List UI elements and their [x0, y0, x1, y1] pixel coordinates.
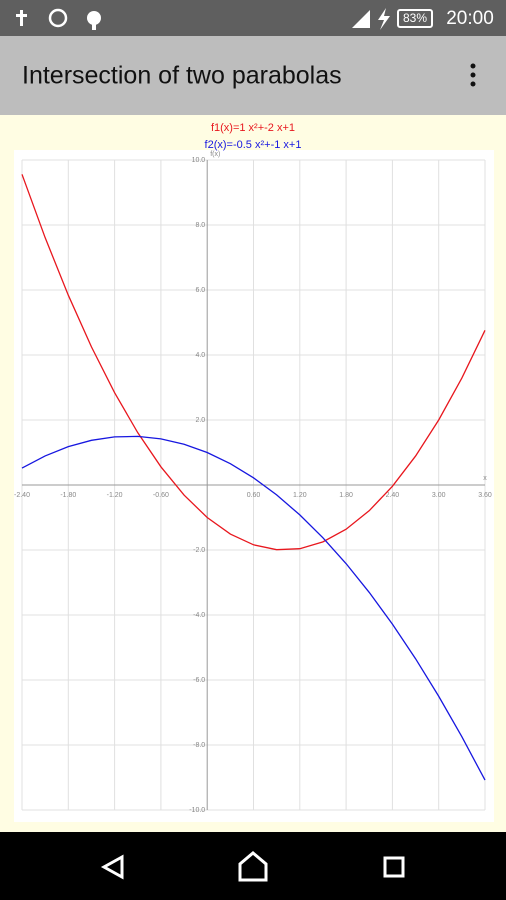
x-tick-label: 1.20: [293, 492, 307, 499]
x-tick-label: 1.80: [339, 492, 353, 499]
legend-entry: f2(x)=-0.5 x²+-1 x+1: [205, 139, 302, 151]
y-tick-label: -10.0: [189, 807, 205, 814]
series-line: [21, 435, 486, 781]
status-bar: [0, 0, 506, 36]
battery-level: 83%: [403, 11, 427, 25]
home-button[interactable]: [238, 851, 268, 882]
legend-entry: f1(x)=1 x²+-2 x+1: [211, 122, 295, 134]
app-title: Intersection of two parabolas: [22, 62, 342, 90]
status-icons: [16, 8, 433, 30]
x-tick-label: 3.00: [432, 492, 446, 499]
x-tick-label: 2.40: [386, 492, 400, 499]
y-tick-label: -6.0: [193, 677, 205, 684]
x-tick-label: 0.60: [247, 492, 261, 499]
y-axis-label: f(x): [210, 151, 220, 158]
y-tick-label: -4.0: [193, 612, 205, 619]
y-tick-label: 2.0: [195, 417, 205, 424]
overflow-menu[interactable]: [470, 63, 476, 87]
y-tick-label: -8.0: [193, 742, 205, 749]
y-tick-label: 4.0: [195, 352, 205, 359]
clock: 20:00: [446, 8, 494, 29]
y-tick-label: -2.0: [193, 547, 205, 554]
chart: -2.40 -1.80 -1.20 -0.60 0.60 1.20 1.80 2.40 3.00…: [14, 122, 492, 814]
x-tick-label: -1.80: [60, 492, 76, 499]
recents-button[interactable]: [383, 856, 405, 878]
x-tick-label: -1.20: [107, 492, 123, 499]
y-tick-label: 10.0: [192, 157, 206, 164]
x-tick-label: -2.40: [14, 492, 30, 499]
back-button[interactable]: [100, 854, 124, 880]
y-tick-label: 6.0: [195, 287, 205, 294]
x-axis-label: x: [483, 475, 487, 482]
x-tick-label: -0.60: [153, 492, 169, 499]
nav-bar: [0, 832, 506, 900]
app-bar: [0, 36, 506, 115]
series-line: [21, 174, 486, 551]
y-tick-label: 8.0: [195, 222, 205, 229]
x-tick-label: 3.60: [478, 492, 492, 499]
